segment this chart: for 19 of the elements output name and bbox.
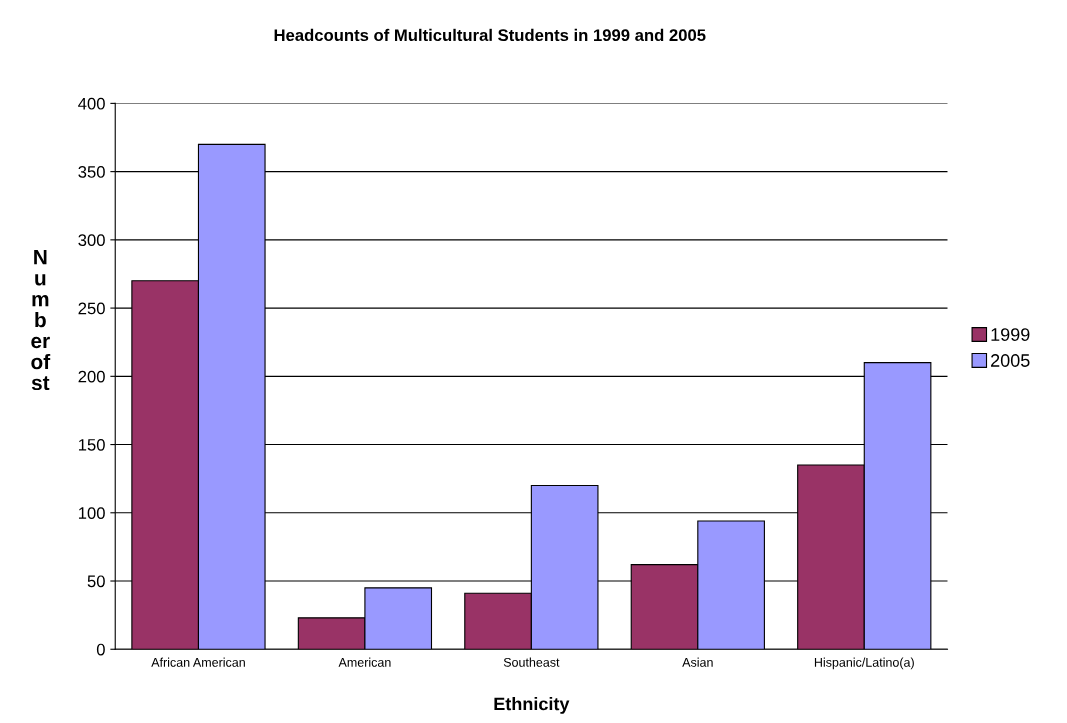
y-tick-label: 100	[78, 507, 105, 519]
x-axis-title: Ethnicity	[494, 697, 570, 714]
y-tick-label: 50	[87, 575, 105, 588]
x-tick-label: American	[338, 657, 391, 667]
x-tick-label: Asian	[682, 657, 713, 667]
y-axis-title: N u m b er of st	[31, 250, 51, 391]
y-tick-label: 300	[78, 234, 105, 247]
x-tick-label: Southeast	[503, 657, 560, 667]
y-tick-label: 350	[78, 166, 105, 178]
y-tick-label: 150	[78, 438, 105, 451]
y-tick-label: 0	[96, 643, 105, 656]
x-tick-label: Hispanic/Latino(a)	[814, 657, 914, 670]
y-tick-label: 400	[78, 97, 105, 110]
y-tick-label: 200	[78, 370, 105, 383]
legend-label: 1999	[991, 328, 1030, 341]
chart-title: Headcounts of Multicultural Students in 1999 and 2005	[274, 28, 706, 42]
legend-label: 2005	[991, 354, 1030, 367]
x-tick-label: African American	[151, 657, 245, 667]
y-tick-label: 250	[78, 302, 105, 315]
